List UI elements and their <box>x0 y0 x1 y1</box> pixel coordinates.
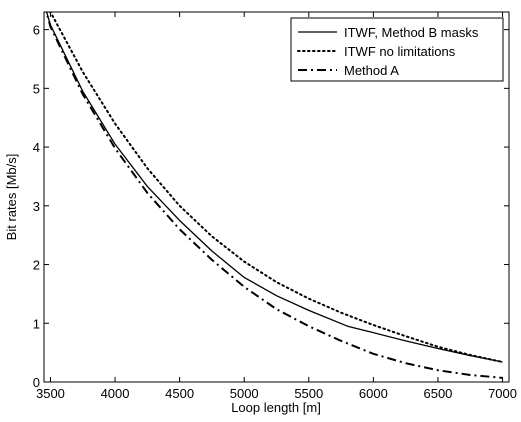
x-tick-label: 4000 <box>101 386 130 401</box>
x-tick-label: 6000 <box>359 386 388 401</box>
legend-box <box>290 17 504 82</box>
series-line-2 <box>49 12 504 364</box>
x-tick-label: 6500 <box>423 386 452 401</box>
y-tick-label: 4 <box>33 140 40 155</box>
y-tick-label: 1 <box>33 316 40 331</box>
y-tick-label: 2 <box>33 258 40 273</box>
series-lines <box>45 12 504 379</box>
x-tick-label: 3500 <box>36 386 65 401</box>
y-tick-label: 5 <box>33 81 40 96</box>
legend-label-3: Method A <box>344 63 399 78</box>
legend-label-1: ITWF, Method B masks <box>344 25 479 40</box>
x-axis-label: Loop length [m] <box>231 400 321 415</box>
y-axis-label: Bit rates [Mb/s] <box>4 154 19 241</box>
y-tick-label: 6 <box>33 23 40 38</box>
y-axis-ticks: 0 1 2 3 4 5 6 <box>33 23 509 390</box>
x-axis-ticks: 3500 4000 4500 5000 5500 6000 6500 7000 <box>36 12 517 401</box>
y-tick-label: 0 <box>33 375 40 390</box>
x-tick-label: 7000 <box>488 386 517 401</box>
x-tick-label: 4500 <box>165 386 194 401</box>
legend: ITWF, Method B masks ITWF no limitations M… <box>290 17 504 82</box>
legend-label-2: ITWF no limitations <box>344 44 456 59</box>
x-tick-label: 5500 <box>294 386 323 401</box>
x-tick-label: 5000 <box>230 386 259 401</box>
y-tick-label: 3 <box>33 199 40 214</box>
series-line-1 <box>45 12 503 363</box>
